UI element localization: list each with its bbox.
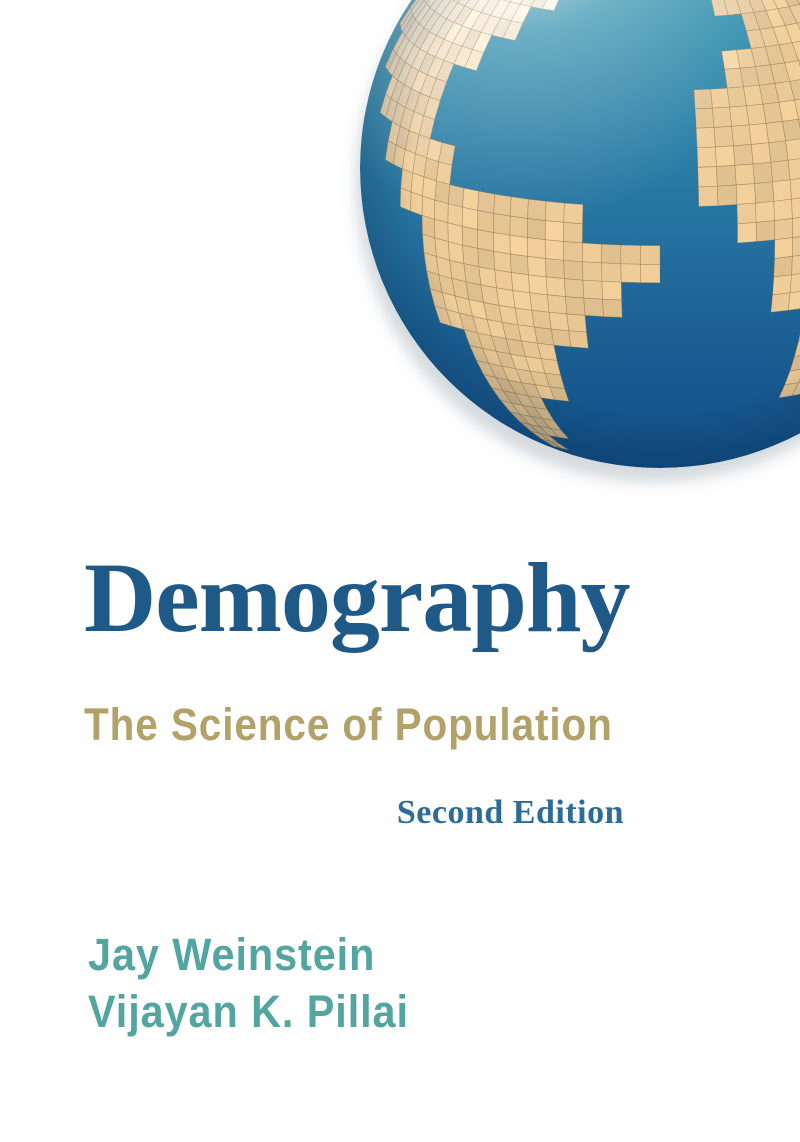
author-name: Jay Weinstein [88,929,376,980]
globe-area [0,0,800,500]
author-name: Vijayan K. Pillai [88,986,409,1037]
author-names: Jay Weinstein Vijayan K. Pillai [88,926,437,1040]
sphere-highlight [360,0,800,468]
book-subtitle: The Science of Population [84,699,613,750]
mosaic-globe-illustration [356,0,800,482]
book-title: Demography [84,542,631,653]
edition-label: Second Edition [396,794,624,831]
